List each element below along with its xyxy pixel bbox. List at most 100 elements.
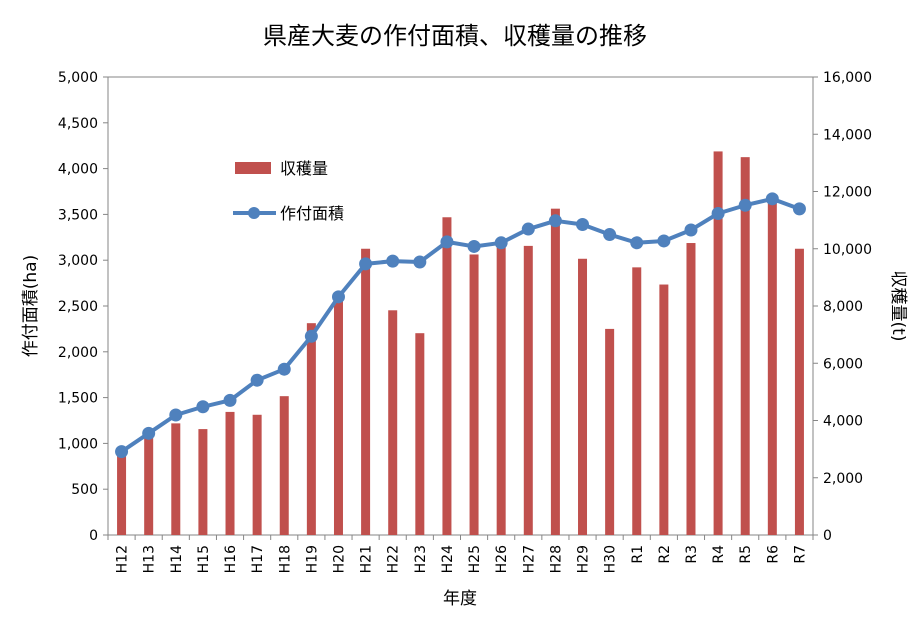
x-tick-label: R3: [684, 545, 700, 564]
line-point: [738, 198, 752, 212]
line-point: [603, 228, 617, 242]
line-point: [331, 290, 345, 304]
legend-line-label: 作付面積: [280, 204, 344, 223]
bar: [252, 414, 262, 535]
bar: [469, 254, 479, 535]
x-tick-label: R2: [657, 545, 673, 564]
x-tick-label: R1: [630, 545, 646, 564]
line-path: [120, 196, 801, 454]
line-point: [630, 236, 644, 250]
y-right-tick-labels: 0 2,000 4,000 6,000 8,000 10,000 12,000 14,000 1…: [823, 70, 872, 544]
x-tick-label: H20: [331, 545, 347, 573]
y-right-tick-label: 12,000: [823, 185, 872, 201]
bar: [225, 411, 235, 535]
x-tick-label: H22: [386, 545, 402, 573]
y-right-axis-label: 収穫量(t): [888, 271, 908, 342]
x-tick-label: H19: [304, 545, 320, 573]
line-point: [576, 217, 590, 231]
x-tick-label: H16: [223, 545, 239, 573]
line-point: [169, 408, 183, 422]
y-right-tick-label: 10,000: [823, 242, 872, 258]
x-tick-label: H28: [548, 545, 564, 573]
legend: 収穫量 作付面積: [233, 159, 344, 223]
x-tick-labels: H12 H13 H14 H15 H16 H17 H18 H19 H20 H21 H22 H23 H24 H…: [115, 545, 809, 573]
bar: [117, 451, 127, 535]
bar: [171, 423, 181, 535]
x-tick-label: H13: [142, 545, 158, 573]
line-point: [521, 222, 535, 236]
bar: [605, 328, 615, 535]
bar: [388, 310, 398, 535]
line-point: [413, 255, 427, 269]
line-point: [548, 214, 562, 228]
line-point: [494, 236, 508, 250]
x-tick-label: H21: [359, 545, 375, 573]
y-right-tick-label: 0: [823, 528, 832, 544]
y-left-tick-label: 2,500: [58, 299, 98, 315]
y-left-tick-label: 2,000: [58, 345, 98, 361]
legend-bar-swatch: [235, 162, 271, 174]
axes-group: [103, 76, 818, 540]
x-tick-label: R5: [738, 545, 754, 564]
y-left-tick-label: 3,500: [58, 207, 98, 223]
y-left-tick-label: 500: [71, 482, 98, 498]
bar: [713, 151, 723, 536]
bar: [740, 157, 750, 535]
x-tick-label: H26: [494, 545, 510, 573]
y-right-tick-label: 16,000: [823, 70, 872, 86]
legend-line-marker: [248, 207, 260, 219]
bar: [632, 267, 642, 535]
line-point: [440, 235, 454, 249]
y-left-tick-label: 1,000: [58, 436, 98, 452]
y-left-tick-label: 1,500: [58, 391, 98, 407]
x-tick-label: H27: [521, 545, 537, 573]
line-point: [196, 400, 210, 414]
chart-title: 県産大麦の作付面積、収穫量の推移: [263, 22, 647, 50]
x-tick-label: R6: [765, 545, 781, 564]
bar: [306, 323, 316, 535]
bar: [686, 243, 696, 535]
bar: [442, 217, 452, 535]
line-point: [304, 329, 318, 343]
legend-bar-label: 収穫量: [280, 159, 328, 178]
y-right-tick-label: 14,000: [823, 127, 872, 143]
line-point: [223, 393, 237, 407]
line-point: [250, 373, 264, 387]
line-point: [657, 234, 671, 248]
bar: [578, 258, 588, 535]
bar: [550, 208, 560, 536]
line-point: [386, 254, 400, 268]
y-right-tick-label: 8,000: [823, 299, 863, 315]
bar: [767, 200, 777, 535]
x-tick-label: R4: [711, 545, 727, 564]
bar: [144, 434, 154, 535]
x-tick-label: H12: [115, 545, 131, 573]
x-tick-label: H18: [277, 545, 293, 573]
x-tick-label: H30: [603, 545, 619, 573]
y-right-tick-label: 2,000: [823, 471, 863, 487]
bar: [333, 300, 343, 535]
line-point: [684, 223, 698, 237]
x-tick-label: H15: [196, 545, 212, 573]
x-tick-label: H25: [467, 545, 483, 573]
line-point: [765, 192, 779, 206]
line-point: [711, 206, 725, 220]
y-left-tick-label: 4,000: [58, 162, 98, 178]
bar: [279, 396, 289, 535]
y-left-tick-label: 3,000: [58, 253, 98, 269]
bar: [361, 248, 371, 535]
bar: [659, 284, 669, 535]
x-tick-label: H23: [413, 545, 429, 573]
line-point: [142, 426, 156, 440]
x-tick-label: H29: [576, 545, 592, 573]
bar-series: [117, 151, 804, 536]
line-series: [115, 192, 806, 459]
bar: [415, 333, 425, 535]
x-axis-label: 年度: [443, 589, 477, 609]
bar: [794, 248, 804, 535]
line-point: [277, 362, 291, 376]
x-tick-label: R7: [792, 545, 808, 564]
line-point: [467, 239, 481, 253]
